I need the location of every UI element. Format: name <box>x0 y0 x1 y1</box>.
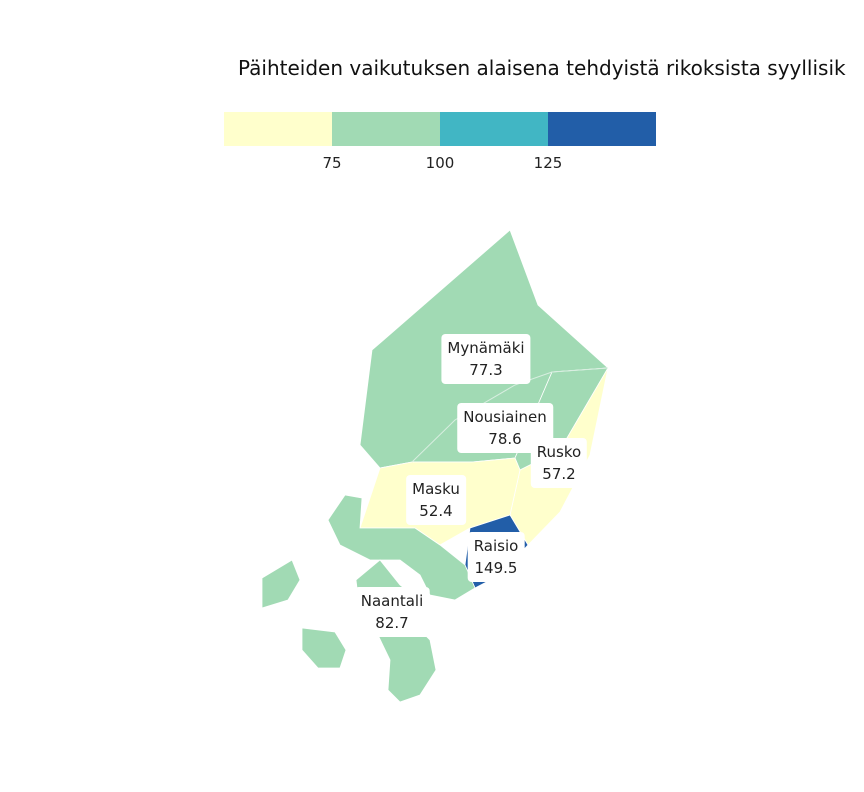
legend-tick-100: 100 <box>425 154 455 172</box>
legend-swatch-0 <box>224 112 332 146</box>
region-label-mynämäki: Mynämäki 77.3 <box>441 334 531 384</box>
boundary-line <box>411 367 609 463</box>
region-label-value: 77.3 <box>469 361 503 379</box>
region-label-name: Nousiainen <box>463 408 547 426</box>
region-label-name: Naantali <box>360 592 424 610</box>
legend-tick-125: 125 <box>533 154 563 172</box>
region-label-value: 78.6 <box>488 430 522 448</box>
region-label-raisio: Raisio 149.5 <box>467 532 525 582</box>
region-label-rusko: Rusko 57.2 <box>530 438 588 488</box>
region-label-masku: Masku 52.4 <box>406 475 466 525</box>
region-label-name: Rusko <box>536 443 582 461</box>
region-label-value: 57.2 <box>542 465 576 483</box>
region-label-naantali: Naantali 82.7 <box>354 587 430 637</box>
legend-swatch-1 <box>332 112 440 146</box>
region-label-value: 52.4 <box>419 502 453 520</box>
map-title: Päihteiden vaikutuksen alaisena tehdyist… <box>238 56 846 80</box>
region-label-name: Mynämäki <box>447 339 525 357</box>
region-naantali-island-1 <box>261 559 301 609</box>
region-label-value: 149.5 <box>474 559 518 577</box>
legend-tick-75: 75 <box>322 154 342 172</box>
region-naantali-island-2 <box>301 627 347 669</box>
region-label-name: Raisio <box>473 537 519 555</box>
region-naantali[interactable] <box>327 494 476 601</box>
legend-swatch-3 <box>548 112 656 146</box>
legend-swatch-2 <box>440 112 548 146</box>
region-label-value: 82.7 <box>375 614 409 632</box>
region-label-name: Masku <box>412 480 460 498</box>
